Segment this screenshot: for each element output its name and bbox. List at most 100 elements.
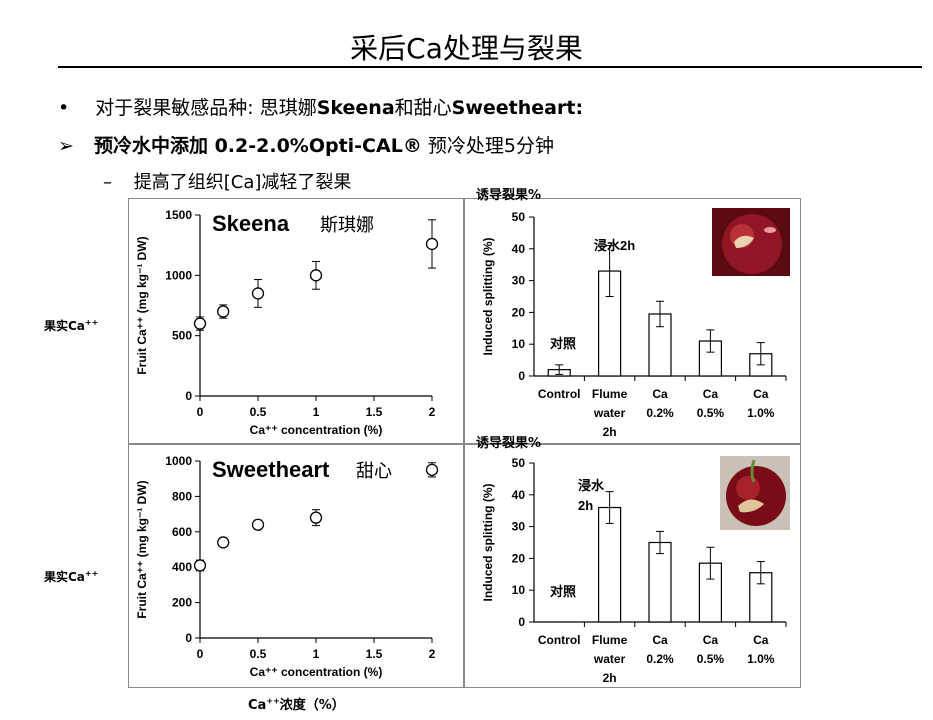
arrow-bullet-icon: ➢	[58, 135, 74, 157]
data-point	[251, 287, 265, 300]
variety-name: Sweetheart	[212, 457, 330, 482]
dash-bullet: –	[103, 172, 112, 193]
y-tick-label: 20	[512, 305, 526, 319]
y-tick-label: 30	[512, 274, 526, 288]
category-label: 0.2%	[646, 652, 674, 666]
y-tick-label: 1000	[165, 454, 192, 468]
x-tick-label: 2	[429, 647, 436, 661]
split-cherry-photo-bottom	[720, 456, 790, 530]
data-point	[193, 559, 207, 572]
data-point	[193, 317, 207, 330]
category-label: Flume	[592, 633, 628, 647]
bar	[598, 506, 622, 623]
title-divider	[58, 66, 922, 68]
y-tick-label: 0	[185, 389, 192, 403]
category-label: water	[593, 652, 626, 666]
bullet-1: • 对于裂果敏感品种: 思琪娜Skeena和甜心Sweetheart:	[58, 95, 583, 121]
category-label: Ca	[703, 633, 719, 647]
category-label: 1.0%	[747, 652, 775, 666]
variety-name-cn: 斯琪娜	[320, 215, 374, 235]
x-tick-label: 2	[429, 405, 436, 419]
category-label: Ca	[652, 633, 668, 647]
slide-title: 采后Ca处理与裂果	[350, 32, 583, 65]
variety-name-cn: 甜心	[356, 461, 392, 481]
bullet-1-prefix: 对于裂果敏感品种: 思琪娜	[95, 97, 317, 119]
bullet-2-suffix: 预冷处理5分钟	[421, 135, 554, 157]
x-tick-label: 0.5	[250, 405, 267, 419]
data-point	[251, 518, 265, 531]
data-point	[425, 237, 439, 251]
bullet-3-text: 提高了组织[Ca]减轻了裂果	[133, 172, 352, 193]
x-tick-label: 1	[313, 405, 320, 419]
data-point	[309, 269, 323, 282]
category-label: 0.5%	[697, 652, 725, 666]
split-cherry-photo-top	[712, 208, 790, 276]
y-tick-label: 50	[512, 456, 526, 470]
data-point	[217, 536, 230, 549]
x-tick-label: 1.5	[366, 405, 383, 419]
x-axis-title: Ca⁺⁺ concentration (%)	[250, 665, 383, 679]
side-label-bottom: 果实Ca++	[44, 569, 99, 584]
y-axis-title: Induced splitting (%)	[481, 484, 495, 602]
bullet-1-bold-1: Skeena	[316, 97, 395, 119]
category-label: Ca	[753, 633, 769, 647]
y-tick-label: 1500	[165, 208, 192, 222]
y-tick-label: 1000	[165, 268, 192, 282]
x-tick-label: 0	[197, 405, 204, 419]
annotation: 浸水2h	[594, 238, 635, 253]
data-point	[425, 463, 439, 477]
category-label: 0.2%	[646, 406, 674, 420]
y-tick-label: 50	[512, 210, 526, 224]
y-tick-label: 200	[172, 596, 192, 610]
category-label: 1.0%	[747, 406, 775, 420]
y-tick-label: 0	[518, 369, 525, 383]
annotation: 浸水	[578, 478, 605, 493]
y-tick-label: 10	[512, 583, 526, 597]
y-axis-title: Induced splitting (%)	[481, 238, 495, 356]
y-tick-label: 0	[185, 631, 192, 645]
y-tick-label: 10	[512, 337, 526, 351]
category-label: Control	[538, 633, 581, 647]
bullet-3: – 提高了组织[Ca]减轻了裂果	[103, 170, 351, 196]
bullet-marker: •	[58, 97, 70, 119]
data-point	[217, 305, 230, 318]
x-axis-title: Ca⁺⁺ concentration (%)	[250, 423, 383, 437]
category-label: 0.5%	[697, 406, 725, 420]
data-point	[309, 511, 323, 524]
category-label: Flume	[592, 387, 628, 401]
annotation: 对照	[550, 584, 576, 599]
x-tick-label: 1	[313, 647, 320, 661]
sweetheart-scatter-chart: 0 200 400 600 800 1000 0 0.5 1 1.5 2 Ca⁺⁺ concentra…	[128, 444, 464, 688]
y-tick-label: 0	[518, 615, 525, 629]
y-tick-label: 600	[172, 525, 192, 539]
side-label-top: 果实Ca++	[44, 318, 99, 333]
bullet-2-prefix: 预冷水中添加 0.2-2.0%	[93, 135, 309, 157]
y-tick-label: 800	[172, 489, 192, 503]
annotation: 2h	[578, 498, 593, 513]
panel-frame	[128, 198, 464, 444]
x-tick-label: 1.5	[366, 647, 383, 661]
y-axis-title: Fruit Ca⁺⁺ (mg kg⁻¹ DW)	[135, 480, 149, 618]
variety-name: Skeena	[212, 211, 290, 236]
y-tick-label: 30	[512, 520, 526, 534]
panel-frame	[128, 444, 464, 688]
y-tick-label: 40	[512, 242, 526, 256]
chart-header-top: 诱导裂果%	[476, 188, 542, 203]
y-tick-label: 500	[172, 329, 192, 343]
x-tick-label: 0	[197, 647, 204, 661]
category-label: 2h	[603, 671, 617, 685]
category-label: Ca	[652, 387, 668, 401]
skeena-scatter-chart: 0 500 1000 1500 0 0.5 1 1.5 2 Ca⁺⁺ concentration …	[128, 198, 464, 444]
chart-header-bottom: 诱导裂果%	[476, 436, 542, 451]
y-tick-label: 40	[512, 488, 526, 502]
annotation: 对照	[550, 336, 576, 351]
bullet-2: ➢ 预冷水中添加 0.2-2.0%Opti-CAL® 预冷处理5分钟	[58, 133, 554, 159]
x-tick-label: 0.5	[250, 647, 267, 661]
category-label: water	[593, 406, 626, 420]
y-tick-label: 400	[172, 560, 192, 574]
bullet-2-bold: Opti-CAL®	[308, 135, 422, 157]
y-tick-label: 20	[512, 551, 526, 565]
category-label: 2h	[603, 425, 617, 439]
bar	[648, 541, 672, 623]
